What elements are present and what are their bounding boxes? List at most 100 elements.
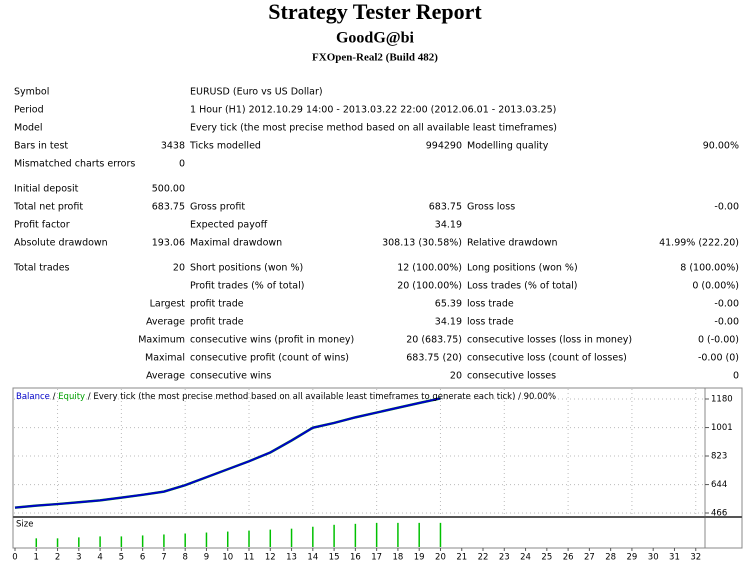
value-cell: 65.39: [435, 299, 462, 310]
x-tick-label: 8: [182, 553, 187, 563]
x-tick-label: 19: [414, 553, 425, 563]
x-tick-label: 3: [76, 553, 81, 563]
size-label: Size: [16, 520, 33, 530]
x-tick-label: 17: [371, 553, 382, 563]
x-tick-label: 23: [499, 553, 510, 563]
value-cell: 20 (100.00%): [397, 281, 462, 292]
x-tick-label: 11: [244, 553, 255, 563]
value-cell: 683.75: [429, 202, 462, 213]
label-cell: 1 Hour (H1) 2012.10.29 14:00 - 2013.03.2…: [190, 105, 556, 116]
x-tick-label: 29: [627, 553, 638, 563]
x-tick-label: 20: [435, 553, 446, 563]
label-cell: Long positions (won %): [467, 263, 578, 274]
value-cell: 3438: [161, 141, 185, 152]
y-tick-label: 1001: [711, 423, 733, 433]
value-cell: Maximum: [138, 335, 185, 346]
x-tick-label: 28: [605, 553, 616, 563]
x-tick-label: 0: [12, 553, 17, 563]
label-cell: consecutive wins (profit in money): [190, 335, 354, 346]
label-cell: Relative drawdown: [467, 238, 558, 249]
value-cell: Average: [146, 317, 185, 328]
label-cell: Model: [14, 123, 43, 134]
label-cell: Profit trades (% of total): [190, 281, 304, 292]
value-cell: 20: [450, 371, 462, 382]
x-tick-label: 27: [584, 553, 595, 563]
label-cell: Modelling quality: [467, 141, 549, 152]
x-tick-label: 14: [307, 553, 318, 563]
x-tick-label: 30: [648, 553, 659, 563]
legend-separator: /: [88, 392, 91, 402]
series-line: [14, 397, 441, 509]
value-cell: 20: [173, 263, 185, 274]
value-cell: -0.00: [714, 202, 739, 213]
x-tick-label: 2: [55, 553, 60, 563]
x-tick-label: 13: [286, 553, 297, 563]
label-cell: profit trade: [190, 299, 244, 310]
x-tick-label: 1: [34, 553, 39, 563]
x-tick-label: 4: [97, 553, 102, 563]
chart-frame: [12, 387, 743, 549]
label-cell: Gross profit: [190, 202, 245, 213]
value-cell: 193.06: [152, 238, 185, 249]
label-cell: Symbol: [14, 87, 49, 98]
label-cell: consecutive profit (count of wins): [190, 353, 349, 364]
x-tick-label: 5: [119, 553, 124, 563]
x-tick-label: 25: [541, 553, 552, 563]
value-cell: 90.00%: [703, 141, 739, 152]
x-tick-label: 24: [520, 553, 531, 563]
y-tick-label: 466: [711, 509, 727, 519]
label-cell: Gross loss: [467, 202, 515, 213]
y-tick-label: 823: [711, 451, 727, 461]
report-title: Strategy Tester Report: [268, 0, 482, 24]
label-cell: consecutive loss (count of losses): [467, 353, 627, 364]
label-cell: Mismatched charts errors: [14, 159, 135, 170]
value-cell: Average: [146, 371, 185, 382]
label-cell: Expected payoff: [190, 220, 268, 231]
label-cell: consecutive losses: [467, 371, 556, 382]
value-cell: Maximal: [145, 353, 185, 364]
value-cell: -0.00: [714, 317, 739, 328]
label-cell: loss trade: [467, 299, 514, 310]
label-cell: Short positions (won %): [190, 263, 303, 274]
value-cell: 0: [179, 159, 185, 170]
legend-entry: Equity: [58, 392, 85, 402]
label-cell: Every tick (the most precise method base…: [190, 123, 557, 134]
label-cell: Profit factor: [14, 220, 70, 231]
x-tick-label: 7: [161, 553, 166, 563]
value-cell: 12 (100.00%): [397, 263, 462, 274]
value-cell: 34.19: [435, 220, 462, 231]
value-cell: 34.19: [435, 317, 462, 328]
value-cell: 0 (0.00%): [692, 281, 739, 292]
label-cell: profit trade: [190, 317, 244, 328]
label-cell: loss trade: [467, 317, 514, 328]
label-cell: Loss trades (% of total): [467, 281, 578, 292]
value-cell: 308.13 (30.58%): [382, 238, 462, 249]
x-tick-label: 26: [563, 553, 574, 563]
y-tick-label: 644: [711, 480, 727, 490]
x-tick-label: 15: [329, 553, 340, 563]
x-tick-label: 6: [140, 553, 145, 563]
value-cell: Largest: [150, 299, 186, 310]
value-cell: 0 (-0.00): [698, 335, 739, 346]
value-cell: 500.00: [152, 184, 185, 195]
value-cell: 20 (683.75): [406, 335, 462, 346]
value-cell: 683.75: [152, 202, 185, 213]
value-cell: -0.00 (0): [698, 353, 739, 364]
label-cell: Maximal drawdown: [190, 238, 282, 249]
legend-entry: Balance: [16, 392, 50, 402]
value-cell: 41.99% (222.20): [659, 238, 739, 249]
value-cell: 0: [733, 371, 739, 382]
label-cell: Initial deposit: [14, 184, 79, 195]
legend-note: Every tick (the most precise method base…: [93, 392, 556, 402]
legend-separator: /: [53, 392, 56, 402]
x-tick-label: 9: [204, 553, 209, 563]
label-cell: Total trades: [13, 263, 70, 274]
label-cell: Ticks modelled: [189, 141, 261, 152]
server-name: FXOpen-Real2 (Build 482): [312, 52, 438, 64]
value-cell: -0.00: [714, 299, 739, 310]
x-tick-label: 22: [478, 553, 489, 563]
label-cell: consecutive losses (loss in money): [467, 335, 632, 346]
